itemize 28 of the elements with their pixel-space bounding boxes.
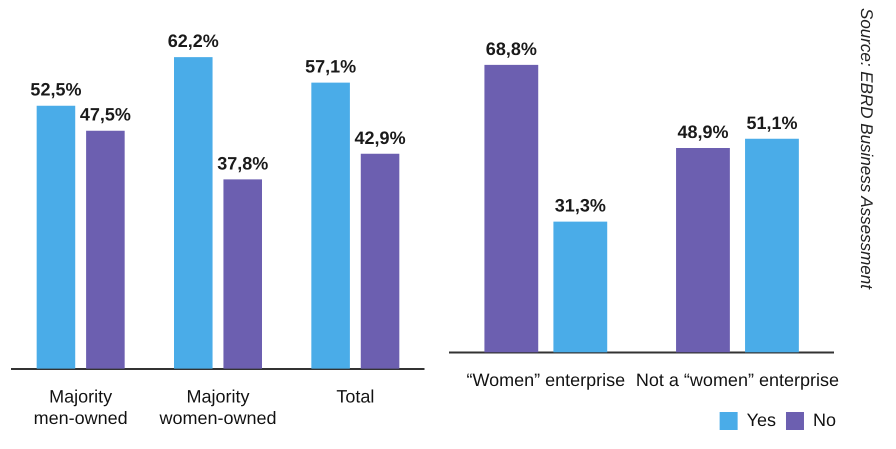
x-tick-label: Not a “women” enterprise <box>636 370 840 390</box>
x-tick-label: “Women” enterprise <box>466 370 626 390</box>
data-label: 62,2% <box>168 31 219 52</box>
bar <box>745 138 799 352</box>
bar <box>174 57 213 369</box>
x-tick-label: Total <box>336 386 374 407</box>
bar <box>484 64 538 352</box>
bar <box>36 106 76 369</box>
data-label: 68,8% <box>486 38 537 59</box>
data-label: 37,8% <box>217 153 268 174</box>
legend-label: Yes <box>746 410 776 430</box>
bar <box>223 179 262 369</box>
data-label: 51,1% <box>746 112 798 133</box>
data-label: 48,9% <box>677 122 728 142</box>
x-tick-label: Majority men-owned <box>34 386 128 428</box>
bar <box>311 82 350 369</box>
bar <box>360 154 400 369</box>
data-label: 52,5% <box>30 80 82 100</box>
data-label: 57,1% <box>305 56 356 77</box>
data-label: 31,3% <box>554 196 606 216</box>
source-note: Source: EBRD Business Assessment <box>856 8 876 289</box>
data-label: 47,5% <box>80 104 131 125</box>
bar <box>86 130 125 369</box>
bar <box>553 222 608 352</box>
legend-label: No <box>812 410 836 430</box>
x-tick-label: Majority women-owned <box>158 386 277 428</box>
bar <box>676 148 730 352</box>
data-label: 42,9% <box>354 128 406 148</box>
